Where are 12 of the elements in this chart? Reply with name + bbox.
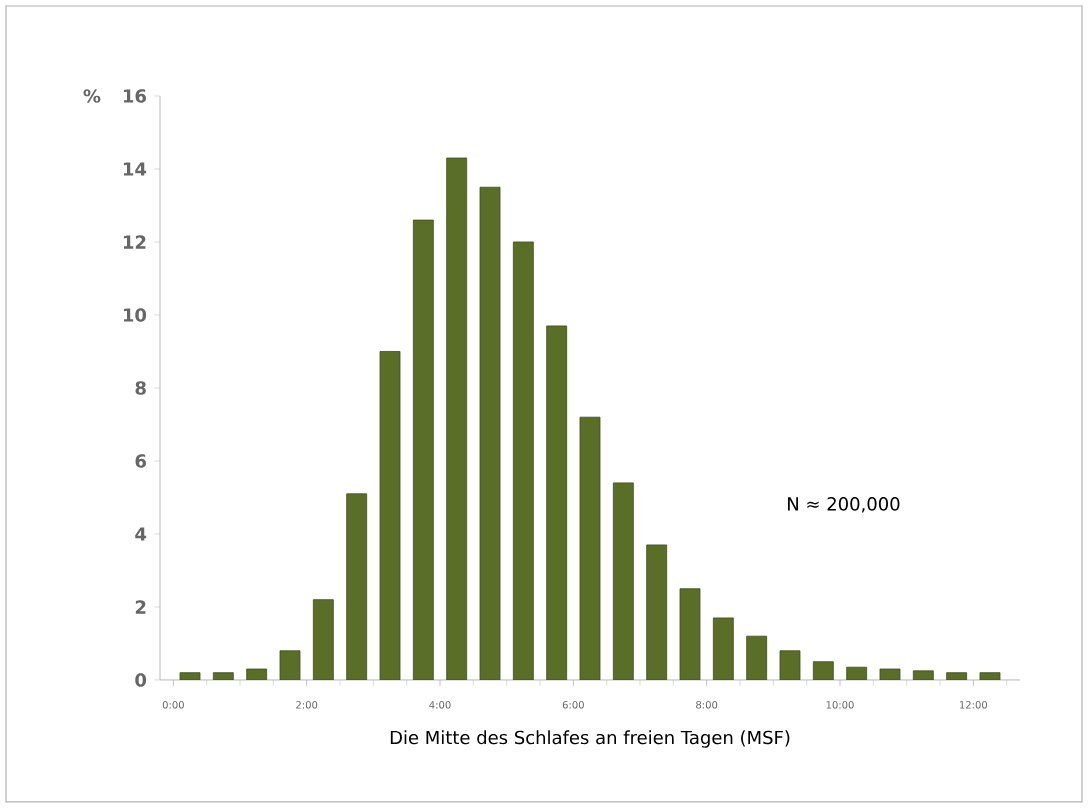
y-tick-label: 4	[135, 527, 147, 541]
y-tick-label: 14	[123, 162, 147, 176]
y-tick-label: 2	[135, 600, 146, 614]
y-tick-label: 10	[123, 308, 147, 322]
y-tick-label: 0	[135, 673, 147, 687]
y-tick-label: 16	[123, 89, 146, 103]
y-tick-label: 8	[135, 381, 146, 395]
annotation: N ≈ 200,000	[788, 497, 900, 513]
y-axis-title: %	[83, 89, 101, 103]
x-axis-title: Die Mitte des Schlafes an freien Tagen (MSF)	[390, 730, 790, 748]
y-tick-label: 6	[135, 454, 146, 468]
y-tick-label: 12	[123, 235, 146, 249]
